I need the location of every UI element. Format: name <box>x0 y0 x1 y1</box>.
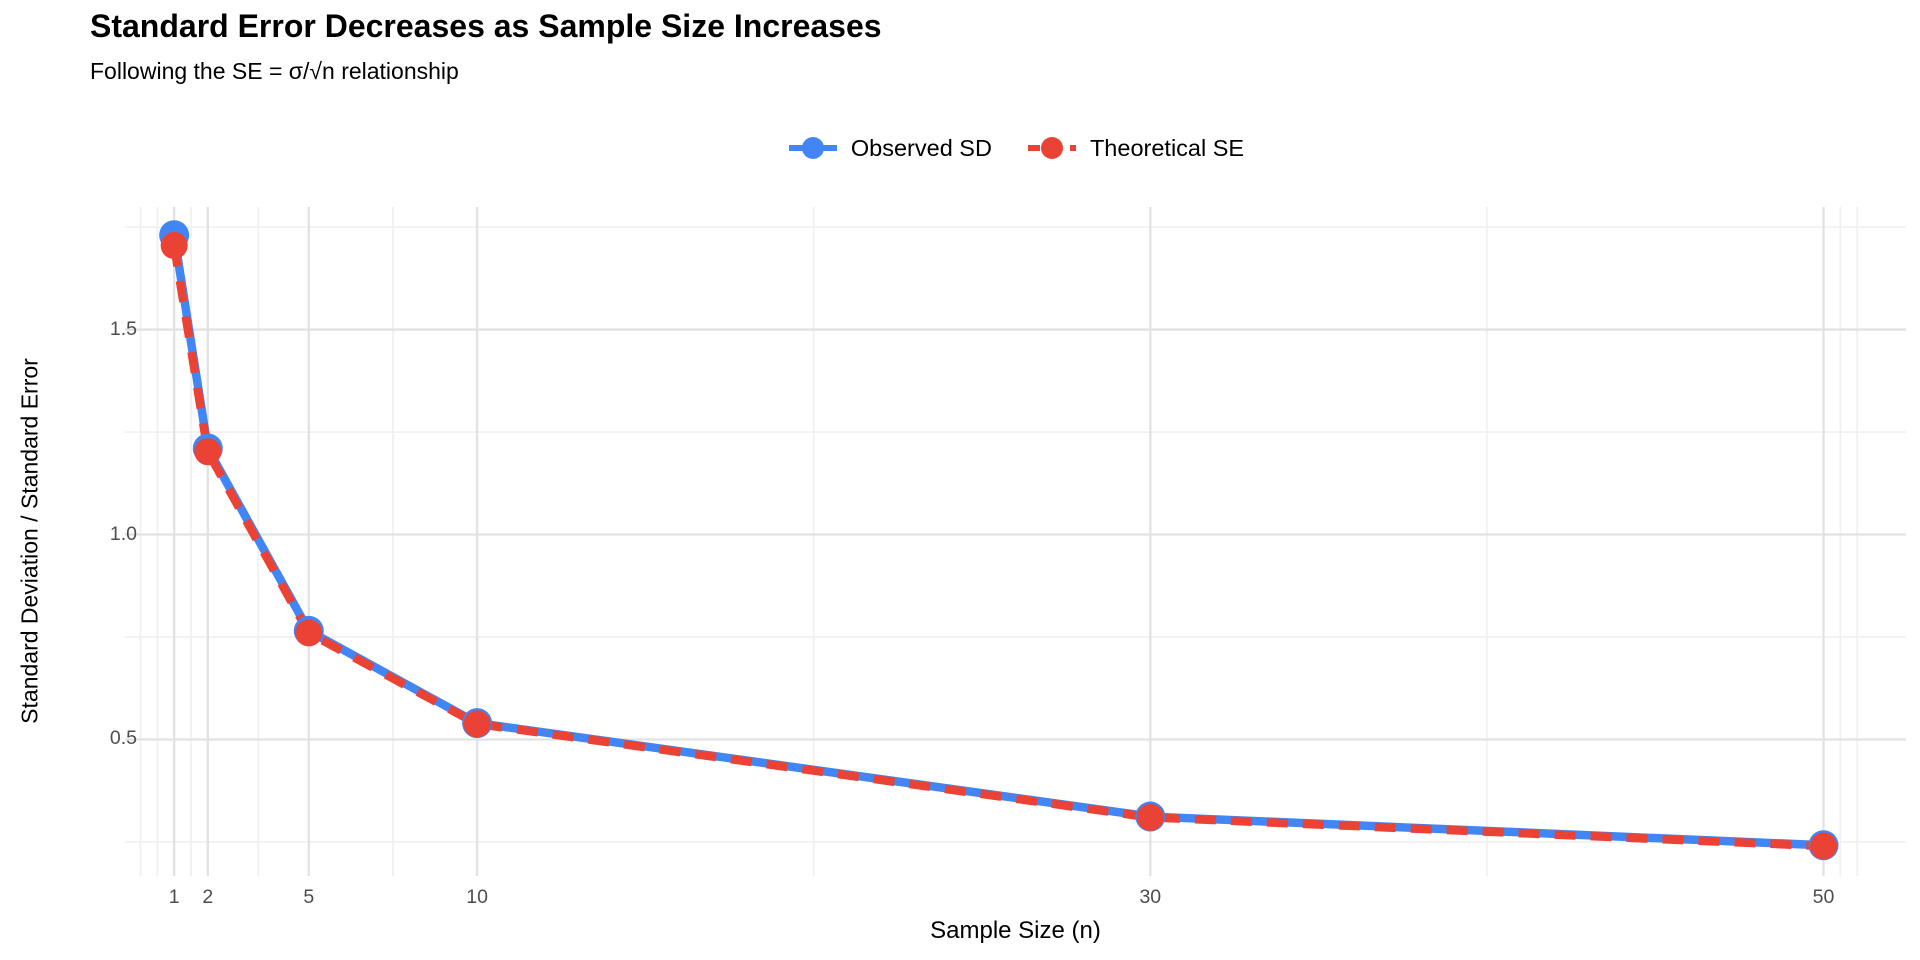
legend-label-observed-sd: Observed SD <box>850 134 992 161</box>
theoretical-se-line <box>169 244 1824 851</box>
data-point-theoretical <box>295 619 323 647</box>
chart-subtitle: Following the SE = σ/√n relationship <box>90 58 459 84</box>
data-point-theoretical <box>463 710 491 738</box>
legend-key-theoretical-icon <box>1027 137 1076 159</box>
legend-item-observed-sd: Observed SD <box>787 133 992 163</box>
legend-item-theoretical-se: Theoretical SE <box>1026 133 1244 163</box>
data-point-theoretical <box>194 438 222 466</box>
observed-sd-line <box>169 234 1824 850</box>
chart-title: Standard Error Decreases as Sample Size … <box>90 8 882 44</box>
legend-key-observed-icon <box>788 137 837 159</box>
data-point-theoretical <box>1136 803 1164 831</box>
x-axis-title: Sample Size (n) <box>930 917 1101 944</box>
legend: Observed SD Theoretical SE <box>125 126 1906 170</box>
data-point-theoretical <box>160 232 188 260</box>
legend-label-theoretical-se: Theoretical SE <box>1089 134 1245 161</box>
y-axis-title: Standard Deviation / Standard Error <box>16 358 43 724</box>
data-point-theoretical <box>1810 832 1838 860</box>
